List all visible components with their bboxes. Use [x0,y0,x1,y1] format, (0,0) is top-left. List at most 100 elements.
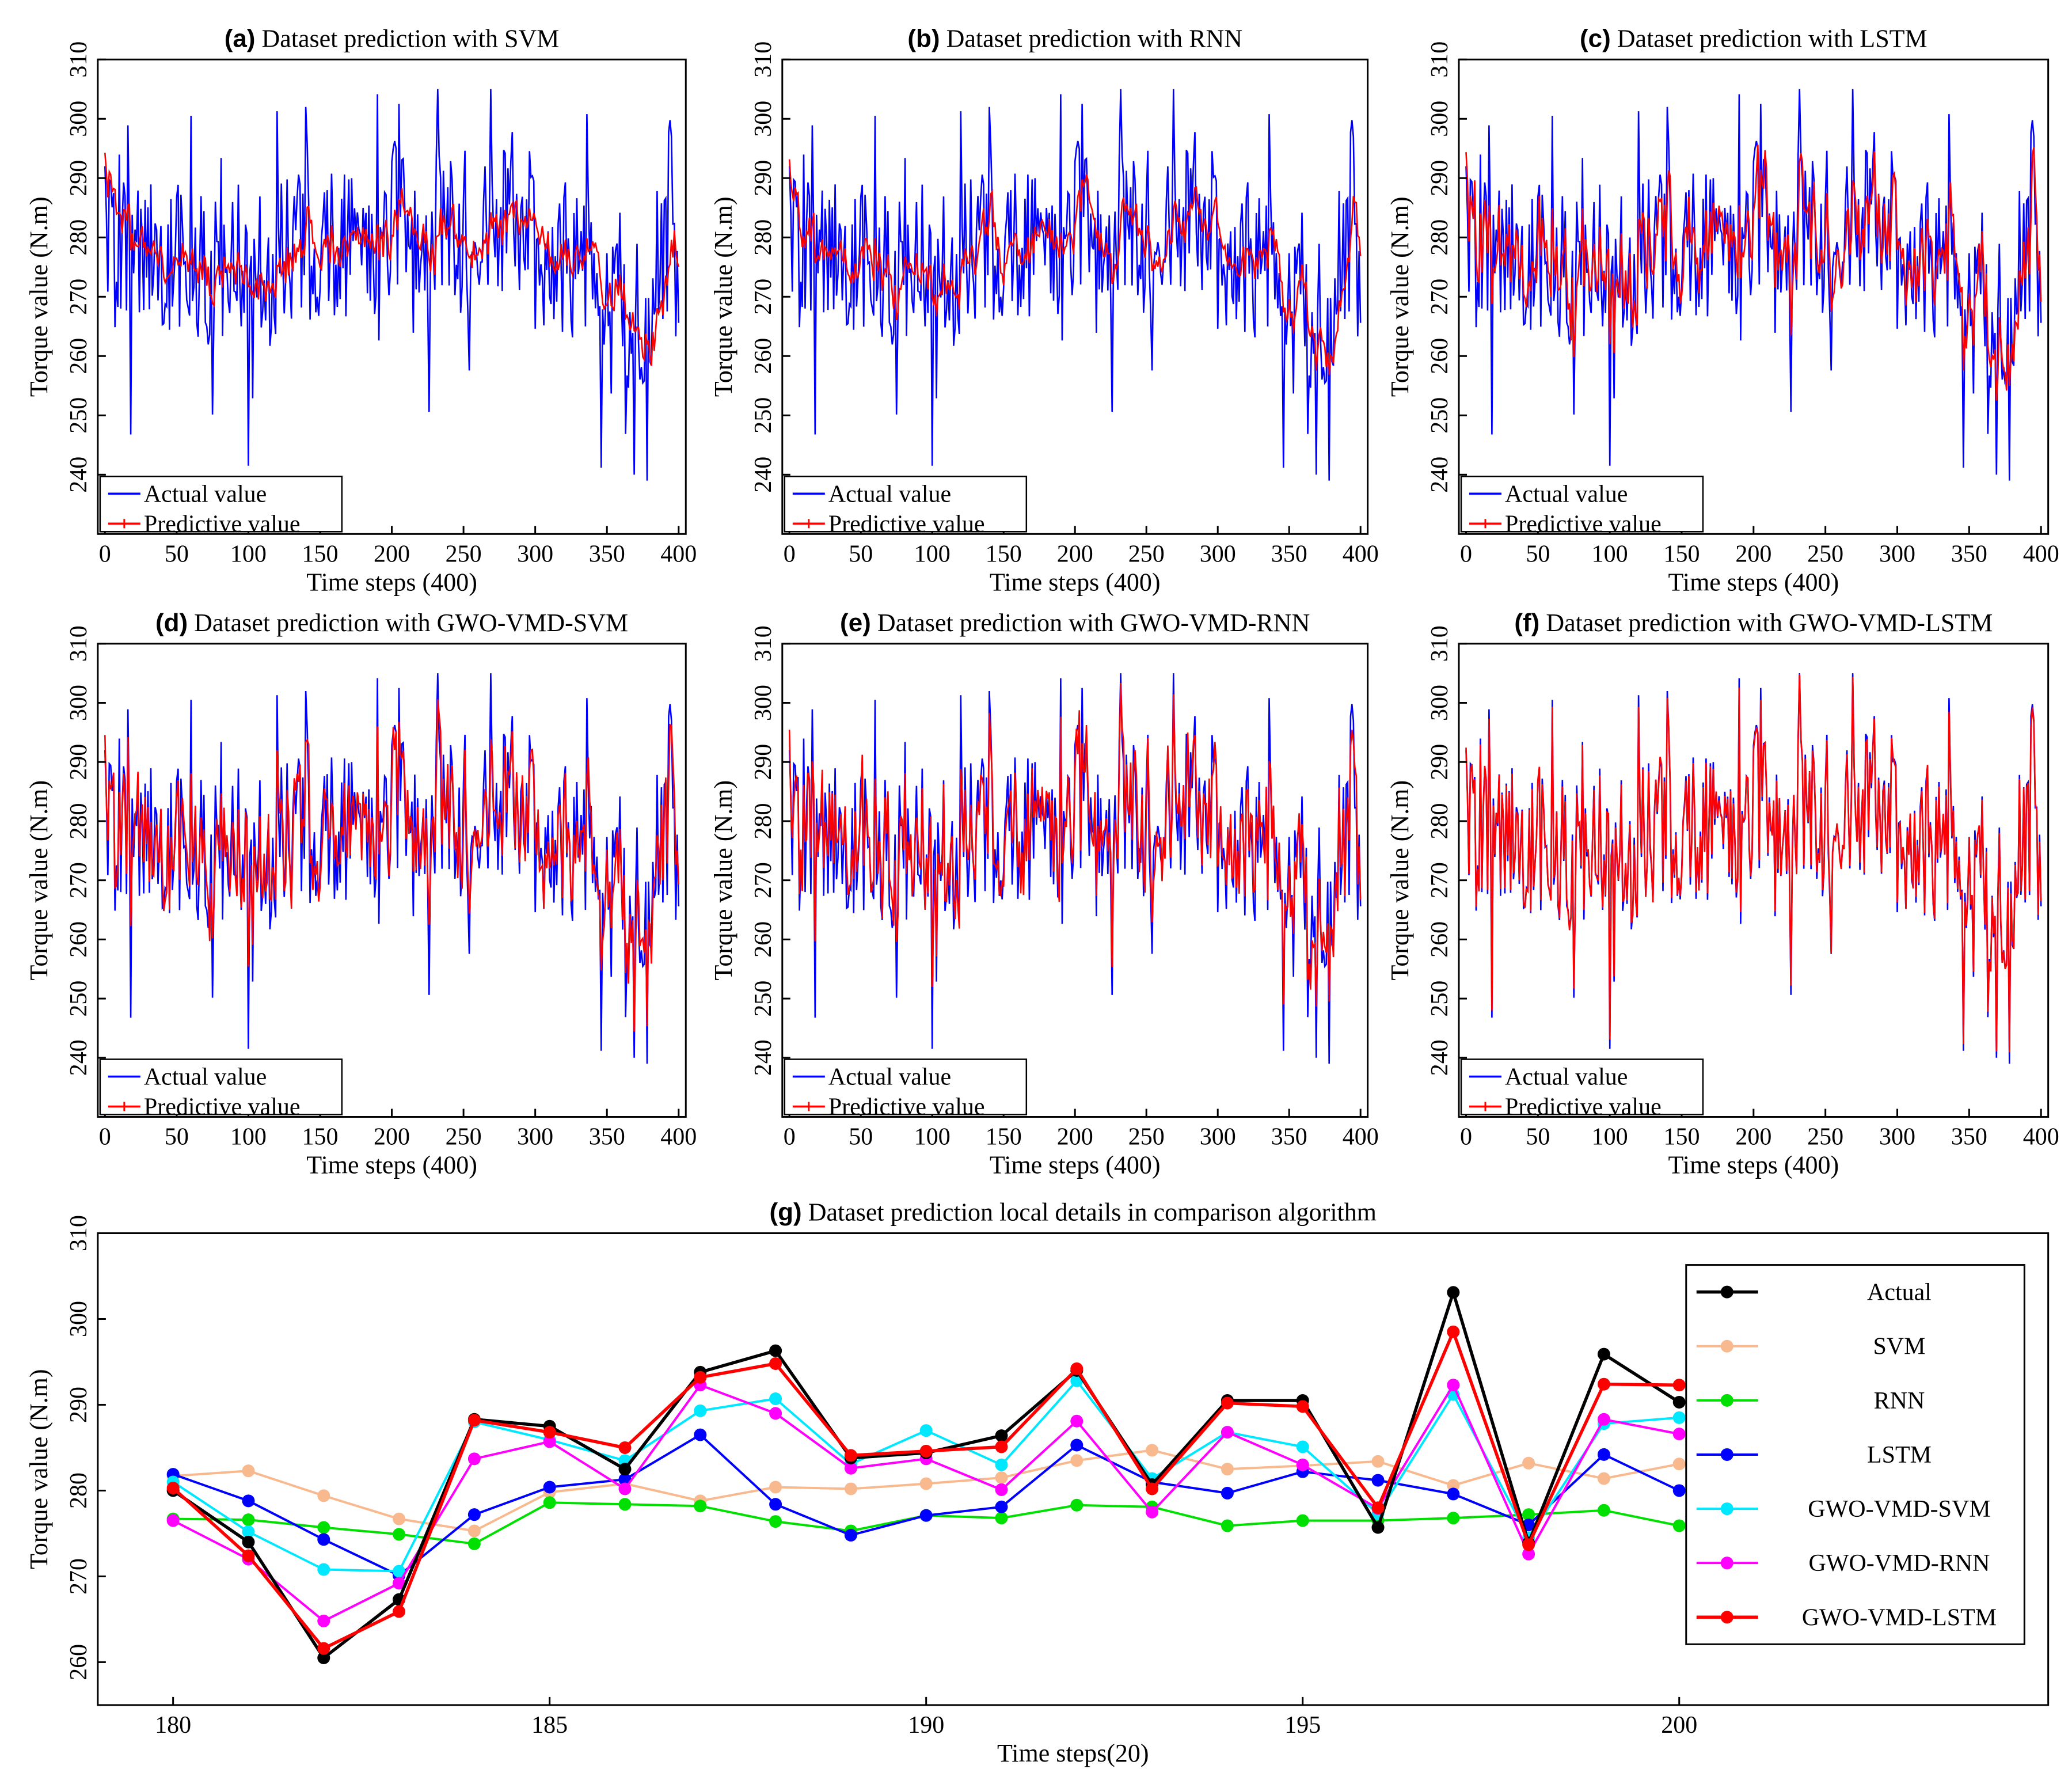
panel-f-ytick-label: 300 [1427,685,1453,721]
panel-d-xtick-label: 0 [99,1124,111,1151]
panel-f-ytick-label: 280 [1427,803,1453,839]
series-gwo-vmd-svm-point [1296,1440,1309,1453]
series-lstm-point [694,1428,707,1441]
panel-a-ylabel: Torque value (N.m) [25,197,53,397]
panel-g-xtick-label: 200 [1661,1712,1697,1739]
panel-e-actual-line [788,673,1362,1064]
series-lstm-point [1221,1486,1234,1500]
panel-g-legend: Actual SVM RNN LSTM GWO-VMD-SVM GWO-VMD-RNN GW… [1685,1264,2025,1645]
panel-d-ylabel: Torque value (N.m) [25,780,53,981]
panel-a-predicted-line [104,153,680,366]
panel-a-xtick-label: 400 [660,541,697,567]
series-actual-point [1447,1286,1460,1299]
panel-c-xtick-label: 300 [1879,541,1915,567]
series-lstm-point [1597,1448,1610,1461]
series-rnn-point [393,1528,406,1541]
series-rnn-point [1221,1519,1234,1532]
series-gwo-vmd-rnn-point [1447,1379,1460,1392]
series-gwo-vmd-lstm-point [618,1441,632,1454]
panel-a-ytick-label: 270 [66,279,92,315]
panel-g-ytick-label: 310 [66,1215,92,1251]
panel-a-legend: Actual value Predictive value [99,476,343,537]
panel-c-actual-line [1465,89,2042,481]
series-gwo-vmd-svm-point [1672,1411,1686,1424]
series-actual-point [1597,1348,1610,1361]
panel-e-title: (e) Dataset prediction with GWO-VMD-RNN [840,609,1310,637]
panel-e-xtick-label: 50 [849,1124,873,1151]
panel-c-legend-box [1460,476,1704,533]
panel-b-legend-label-predicted: Predictive value [828,511,985,537]
series-gwo-vmd-lstm-point [467,1414,481,1427]
panel-b-xtick-label: 100 [914,541,951,567]
panel-d-ytick-label: 310 [66,625,92,662]
panel-e-legend: Actual value Predictive value [784,1058,1028,1121]
series-lstm-point [242,1494,255,1508]
series-rnn-point [1522,1508,1535,1521]
panel-c-xlabel: Time steps (400) [1668,568,1839,596]
series-lstm-point [919,1509,933,1522]
series-rnn-point [467,1537,481,1550]
series-gwo-vmd-lstm-point [769,1357,782,1370]
series-svm-point [844,1482,857,1495]
panel-e-xlabel: Time steps (400) [990,1151,1161,1179]
panel-b-xlabel: Time steps (400) [990,568,1161,596]
panel-e-xtick-label: 250 [1128,1124,1165,1151]
panel-f-xtick-label: 200 [1735,1124,1771,1151]
panel-c-legend: Actual value Predictive value [1460,476,1704,537]
legend-label-gwo-vmd-lstm: GWO-VMD-LSTM [1802,1604,1997,1631]
panel-b-ytick-label: 270 [750,279,777,315]
legend-marker-gwo-vmd-lstm [1720,1611,1733,1624]
series-svm-point [1597,1472,1610,1485]
panel-c-ytick-label: 240 [1427,457,1453,493]
series-rnn-point [1672,1519,1686,1532]
series-svm-point [317,1489,330,1502]
panel-g-ytick-label: 290 [66,1387,92,1423]
panel-e-ytick-label: 250 [750,981,777,1017]
series-rnn-point [1070,1498,1083,1512]
panel-c-title: (c) Dataset prediction with LSTM [1580,24,1927,52]
panel-e-xtick-label: 0 [784,1124,796,1151]
series-gwo-vmd-lstm-point [393,1605,406,1618]
panel-c-title-text: Dataset prediction with LSTM [1611,24,1927,52]
series-rnn-point [618,1498,632,1511]
panel-f-xtick-label: 350 [1951,1124,1987,1151]
panel-a-xtick-label: 200 [374,541,410,567]
panel-c-legend-label-actual: Actual value [1505,481,1628,507]
series-gwo-vmd-lstm-point [1522,1538,1535,1551]
panel-c-ytick-label: 280 [1427,219,1453,256]
series-rnn-point [317,1521,330,1534]
panel-a-panel-letter: (a) [225,24,256,52]
series-gwo-vmd-svm-point [242,1525,255,1538]
series-rnn-point [1597,1504,1610,1517]
panel-f-title: (f) Dataset prediction with GWO-VMD-LSTM [1514,609,1993,637]
panel-a-ytick-label: 240 [66,457,92,493]
panel-d-xtick-label: 200 [374,1124,410,1151]
legend-marker-svm [1720,1339,1733,1353]
series-actual-point [242,1535,255,1548]
panel-d-title-text: Dataset prediction with GWO-VMD-SVM [188,609,628,637]
legend-marker-actual [1720,1285,1733,1299]
panel-e-legend-label-actual: Actual value [828,1064,951,1091]
panel-a-xtick-label: 100 [230,541,267,567]
panel-b-ylabel: Torque value (N.m) [709,197,737,397]
panel-d-ytick-label: 270 [66,862,92,898]
panel-d-ytick-label: 290 [66,744,92,780]
panel-a-ytick-label: 300 [66,101,92,137]
panel-e-xtick-label: 350 [1271,1124,1307,1151]
panel-d-legend-box [99,1058,343,1115]
panel-c-xtick-label: 200 [1735,541,1771,567]
panel-f-panel-letter: (f) [1514,609,1539,637]
panel-b-legend: Actual value Predictive value [784,476,1028,537]
panel-g-ylabel: Torque value (N.m) [25,1369,53,1569]
series-rnn-point [1296,1514,1309,1527]
series-gwo-vmd-rnn-point [1296,1458,1309,1471]
panel-a-xtick-label: 250 [446,541,482,567]
panel-d-xtick-label: 400 [660,1124,697,1151]
legend-marker-rnn [1720,1394,1733,1407]
panel-c-ytick-label: 300 [1427,101,1453,137]
panel-g-ytick-label: 280 [66,1472,92,1509]
panel-e-xtick-label: 300 [1200,1124,1236,1151]
series-gwo-vmd-lstm-point [317,1642,330,1655]
series-lstm-point [844,1528,857,1542]
